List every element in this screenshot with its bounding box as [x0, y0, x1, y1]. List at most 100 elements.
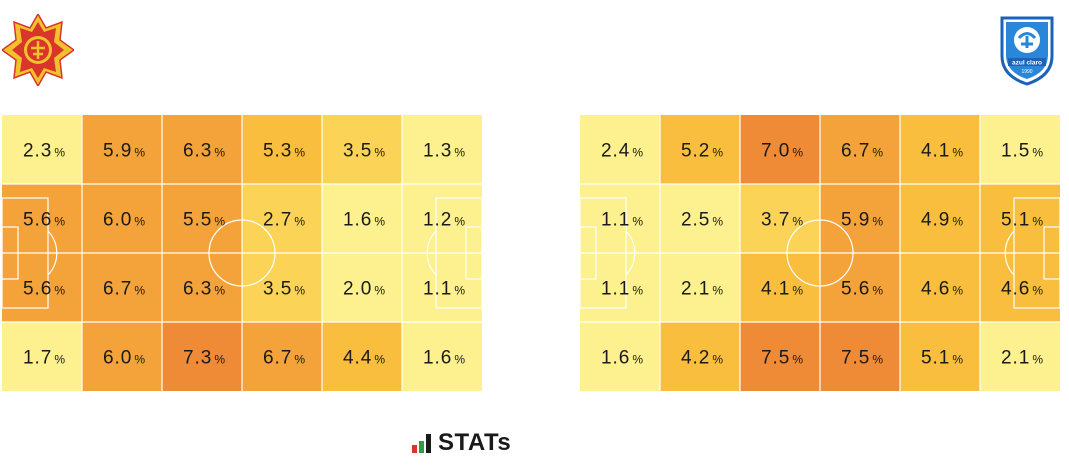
- heatmap-cell: [402, 184, 482, 253]
- right-penalty-arc: [426, 230, 437, 276]
- heatmap-value-label: 5.1%: [921, 348, 963, 369]
- heatmap-cell: [580, 253, 660, 322]
- heatmap-cell: [82, 184, 162, 253]
- left-penalty-arc: [47, 230, 58, 276]
- heatmap-value-label: 7.0%: [761, 141, 803, 162]
- heatmap-value-label: 5.6%: [841, 279, 883, 300]
- heatmap-cell: [2, 184, 82, 253]
- heatmap-value-label: 2.0%: [343, 279, 385, 300]
- heatmap-value-label: 6.0%: [103, 348, 145, 369]
- heatmap-value-label: 4.1%: [761, 279, 803, 300]
- heatmap-cell: [900, 184, 980, 253]
- away-team-heatmap: 2.4% 5.2% 7.0% 6.7% 4.1% 1.5% 1.1% 2.5% 3.7% 5.9%…: [579, 115, 1061, 391]
- heatmap-cell: [82, 115, 162, 184]
- heatmap-cell: [242, 115, 322, 184]
- away-crest-name: azul claro: [1012, 60, 1042, 67]
- heatmap-cell: [820, 184, 900, 253]
- heatmap-value-label: 2.5%: [681, 210, 723, 231]
- heatmap-cell: [660, 184, 740, 253]
- heatmap-cell: [740, 253, 820, 322]
- heatmap-value-label: 2.3%: [23, 141, 65, 162]
- heatmap-value-label: 6.3%: [183, 279, 225, 300]
- heatmap-cell: [162, 253, 242, 322]
- heatmap-value-label: 2.4%: [601, 141, 643, 162]
- heatmap-value-label: 5.6%: [23, 279, 65, 300]
- heatmap-value-label: 7.5%: [841, 348, 883, 369]
- left-goal-box: [1, 226, 19, 280]
- heatmap-cells: [2, 115, 482, 391]
- heatmap-cell: [900, 322, 980, 391]
- heatmap-cell: [402, 322, 482, 391]
- heatmap-cell: [242, 322, 322, 391]
- heatmap-cell: [242, 253, 322, 322]
- heatmap-value-label: 5.9%: [103, 141, 145, 162]
- heatmap-value-label: 2.1%: [1001, 348, 1043, 369]
- heatmap-value-label: 1.1%: [423, 279, 465, 300]
- heatmap-cell: [402, 115, 482, 184]
- heatmap-cell: [740, 322, 820, 391]
- stats-bars-icon: [412, 432, 432, 454]
- pitch-markings: [579, 115, 1061, 391]
- heatmap-cell: [580, 322, 660, 391]
- heatmap-value-label: 5.5%: [183, 210, 225, 231]
- heatmap-value-label: 6.0%: [103, 210, 145, 231]
- heatmap-value-label: 5.3%: [263, 141, 305, 162]
- home-team-crest-icon: [0, 12, 76, 88]
- heatmap-labels: 2.4% 5.2% 7.0% 6.7% 4.1% 1.5 % 1.1% 2.5% 3.7% 5.9%…: [601, 141, 1043, 369]
- heatmap-cell: [980, 184, 1060, 253]
- heatmap-cell: [82, 322, 162, 391]
- heatmap-cell: [980, 322, 1060, 391]
- heatmap-value-label: 7.3%: [183, 348, 225, 369]
- heatmap-cell: [82, 253, 162, 322]
- heatmap-cell: [242, 184, 322, 253]
- heatmap-value-label: 6.3%: [183, 141, 225, 162]
- heatmap-labels: 2.3% 5.9% 6.3% 5.3% 3.5% 1.3 % 5.6% 6.0% 5.5% 2.7%…: [23, 141, 465, 369]
- heatmap-cell: [900, 115, 980, 184]
- home-heatmap-svg: 2.3% 5.9% 6.3% 5.3% 3.5% 1.3 % 5.6% 6.0% 5.5% 2.7%…: [1, 115, 483, 391]
- heatmap-cells: [580, 115, 1060, 391]
- away-team-crest-icon: azul claro 1990: [998, 14, 1056, 86]
- heatmap-value-label: 1.6%: [601, 348, 643, 369]
- heatmap-value-label: 4.4%: [343, 348, 385, 369]
- stats-wordmark: STATs: [438, 429, 512, 456]
- heatmap-value-label: 1.2%: [423, 210, 465, 231]
- heatmap-cell: [162, 184, 242, 253]
- heatmap-value-label: 1.6%: [423, 348, 465, 369]
- heatmap-cell: [162, 322, 242, 391]
- heatmap-cell: [980, 253, 1060, 322]
- heatmap-cell: [820, 253, 900, 322]
- heatmap-value-label: 4.9%: [921, 210, 963, 231]
- heatmap-value-label: 1.3%: [423, 141, 465, 162]
- heatmap-cell: [660, 115, 740, 184]
- heatmap-value-label: 5.1%: [1001, 210, 1043, 231]
- heatmap-value-label: 4.1%: [921, 141, 963, 162]
- heatmap-cell: [402, 253, 482, 322]
- heatmap-cell: [322, 253, 402, 322]
- heatmap-cell: [740, 115, 820, 184]
- heatmap-value-label: 1.1%: [601, 210, 643, 231]
- right-goal-box: [1043, 226, 1061, 280]
- heatmap-cell: [900, 253, 980, 322]
- heatmap-value-label: 2.1%: [681, 279, 723, 300]
- heatmap-value-label: 6.7%: [841, 141, 883, 162]
- pitch-markings: [1, 115, 483, 391]
- heatmap-value-label: 1.7%: [23, 348, 65, 369]
- away-crest-year: 1990: [1021, 69, 1032, 75]
- heatmap-value-label: 6.7%: [103, 279, 145, 300]
- heatmap-cell: [322, 115, 402, 184]
- heatmap-cell: [820, 115, 900, 184]
- away-heatmap-svg: 2.4% 5.2% 7.0% 6.7% 4.1% 1.5 % 1.1% 2.5% 3.7% 5.9%…: [579, 115, 1061, 391]
- heatmap-cell: [740, 184, 820, 253]
- center-circle: [786, 219, 854, 287]
- heatmap-value-label: 5.2%: [681, 141, 723, 162]
- heatmap-value-label: 2.7%: [263, 210, 305, 231]
- heatmap-cell: [322, 184, 402, 253]
- heatmap-cell: [2, 253, 82, 322]
- heatmap-cell: [322, 322, 402, 391]
- right-penalty-arc: [1004, 230, 1015, 276]
- heatmap-value-label: 1.5%: [1001, 141, 1043, 162]
- heatmap-cell: [2, 322, 82, 391]
- heatmap-value-label: 7.5%: [761, 348, 803, 369]
- heatmap-cell: [660, 322, 740, 391]
- heatmap-value-label: 5.9%: [841, 210, 883, 231]
